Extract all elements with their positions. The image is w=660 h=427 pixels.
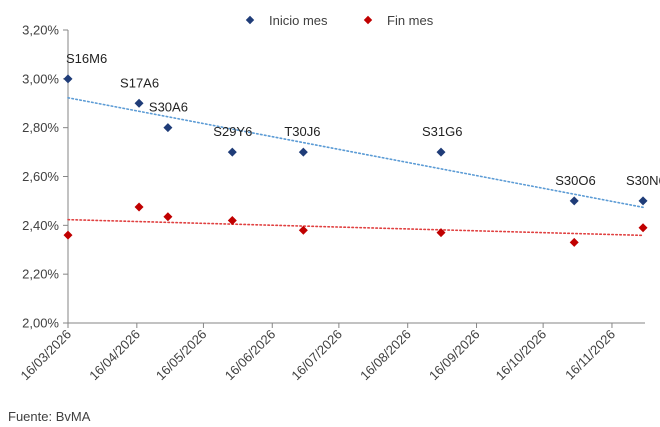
data-point-inicio-mes: [163, 123, 173, 133]
y-tick-label: 2,80%: [22, 120, 59, 135]
data-point-fin-mes: [436, 228, 446, 238]
data-point-fin-mes: [298, 225, 308, 235]
y-tick-label: 2,40%: [22, 218, 59, 233]
data-label: S29Y6: [213, 124, 252, 139]
x-tick-label: 16/06/2026: [222, 327, 279, 384]
data-point-inicio-mes: [298, 147, 308, 157]
y-tick-label: 2,60%: [22, 169, 59, 184]
data-point-inicio-mes: [134, 98, 144, 108]
source-note: Fuente: BvMA: [8, 409, 91, 424]
x-tick-label: 16/03/2026: [17, 327, 74, 384]
data-point-fin-mes: [227, 215, 237, 225]
legend-label-fin-mes: Fin mes: [387, 13, 434, 28]
x-tick-label: 16/08/2026: [357, 327, 414, 384]
legend-label-inicio-mes: Inicio mes: [269, 13, 328, 28]
y-tick-label: 2,00%: [22, 316, 59, 331]
x-tick-label: 16/05/2026: [153, 327, 210, 384]
data-label: S31G6: [422, 124, 462, 139]
x-tick-label: 16/10/2026: [493, 327, 550, 384]
data-point-fin-mes: [569, 237, 579, 247]
tick-labels: 2,00% 2,20% 2,40% 2,60% 2,80% 3,00% 3,20% 16/03…: [17, 23, 618, 384]
data-point-inicio-mes: [227, 147, 237, 157]
x-tick-label: 16/11/2026: [562, 327, 618, 383]
data-point-inicio-mes: [63, 74, 73, 84]
legend-marker-inicio-mes: [245, 15, 255, 25]
y-tick-label: 3,00%: [22, 71, 59, 86]
data-label: S30A6: [149, 100, 188, 115]
legend: Inicio mes Fin mes: [245, 13, 434, 28]
legend-marker-fin-mes: [363, 15, 373, 25]
data-point-fin-mes: [163, 212, 173, 222]
data-label: T30J6: [284, 124, 320, 139]
trendline-inicio-mes: [67, 96, 644, 209]
data-point-inicio-mes: [436, 147, 446, 157]
data-point-fin-mes: [63, 230, 73, 240]
x-tick-label: 16/09/2026: [426, 327, 483, 384]
y-tick-label: 2,20%: [22, 267, 59, 282]
data-points: S16M6 S17A6 S30A6 S29Y6 T30J6 S31G6 S30O6 S30N6: [63, 51, 660, 247]
trendlines: [67, 96, 644, 237]
data-label: S17A6: [120, 75, 159, 90]
data-point-fin-mes: [638, 223, 648, 233]
scatter-chart: 2,00% 2,20% 2,40% 2,60% 2,80% 3,00% 3,20% 16/03…: [17, 13, 660, 384]
data-point-inicio-mes: [569, 196, 579, 206]
data-point-inicio-mes: [638, 196, 648, 206]
x-tick-label: 16/07/2026: [288, 327, 345, 384]
data-label: S30O6: [555, 173, 595, 188]
data-point-fin-mes: [134, 202, 144, 212]
data-label: S30N6: [626, 173, 660, 188]
x-tick-label: 16/04/2026: [86, 327, 143, 384]
trendline-fin-mes: [67, 218, 644, 237]
y-tick-label: 3,20%: [22, 23, 59, 38]
data-label: S16M6: [66, 51, 107, 66]
